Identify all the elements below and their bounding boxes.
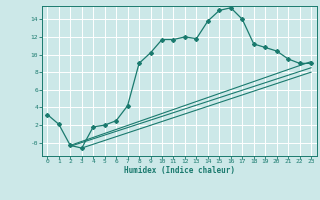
X-axis label: Humidex (Indice chaleur): Humidex (Indice chaleur) (124, 166, 235, 175)
